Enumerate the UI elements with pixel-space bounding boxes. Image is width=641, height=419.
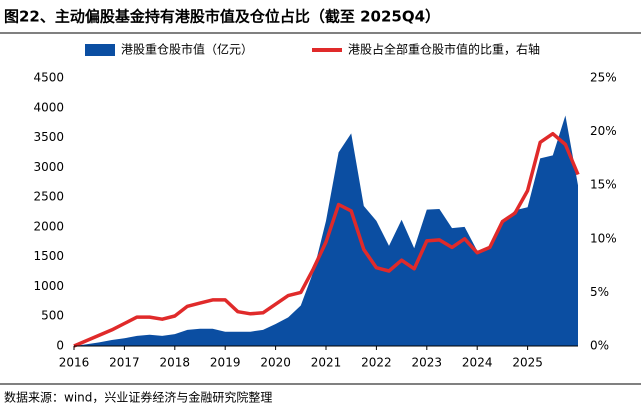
y2-tick-label: 5% — [590, 285, 609, 299]
x-tick-label: 2021 — [311, 356, 342, 370]
y-tick-label: 500 — [41, 309, 64, 323]
legend-label: 港股重仓股市值（亿元） — [121, 42, 253, 57]
x-tick-label: 2024 — [462, 356, 493, 370]
y-tick-label: 3500 — [33, 130, 64, 144]
y2-tick-label: 20% — [590, 124, 617, 138]
chart-title: 图22、主动偏股基金持有港股市值及仓位占比（截至 2025Q4） — [4, 8, 440, 26]
y-tick-label: 3000 — [33, 160, 64, 174]
y-tick-label: 4000 — [33, 100, 64, 114]
x-tick-label: 2019 — [210, 356, 241, 370]
x-tick-label: 2016 — [59, 356, 90, 370]
y-tick-label: 2000 — [33, 219, 64, 233]
source-note: 数据来源：wind，兴业证券经济与金融研究院整理 — [4, 390, 272, 405]
y-tick-label: 0 — [56, 339, 64, 353]
legend-label: 港股占全部重仓股市值的比重，右轴 — [348, 42, 540, 57]
x-tick-label: 2018 — [160, 356, 191, 370]
area — [74, 115, 578, 346]
x-tick-label: 2023 — [412, 356, 443, 370]
legend-swatch — [85, 44, 115, 56]
x-tick-label: 2022 — [361, 356, 392, 370]
y-tick-label: 1500 — [33, 249, 64, 263]
x-tick-label: 2020 — [260, 356, 291, 370]
y2-tick-label: 0% — [590, 339, 609, 353]
line — [73, 131, 580, 348]
y-tick-label: 1000 — [33, 279, 64, 293]
y2-tick-label: 10% — [590, 231, 617, 245]
y2-tick-label: 15% — [590, 178, 617, 192]
x-tick-label: 2017 — [109, 356, 140, 370]
y-tick-label: 2500 — [33, 190, 64, 204]
x-tick-label: 2025 — [512, 356, 543, 370]
y-tick-label: 4500 — [33, 71, 64, 85]
y2-tick-label: 25% — [590, 71, 617, 85]
